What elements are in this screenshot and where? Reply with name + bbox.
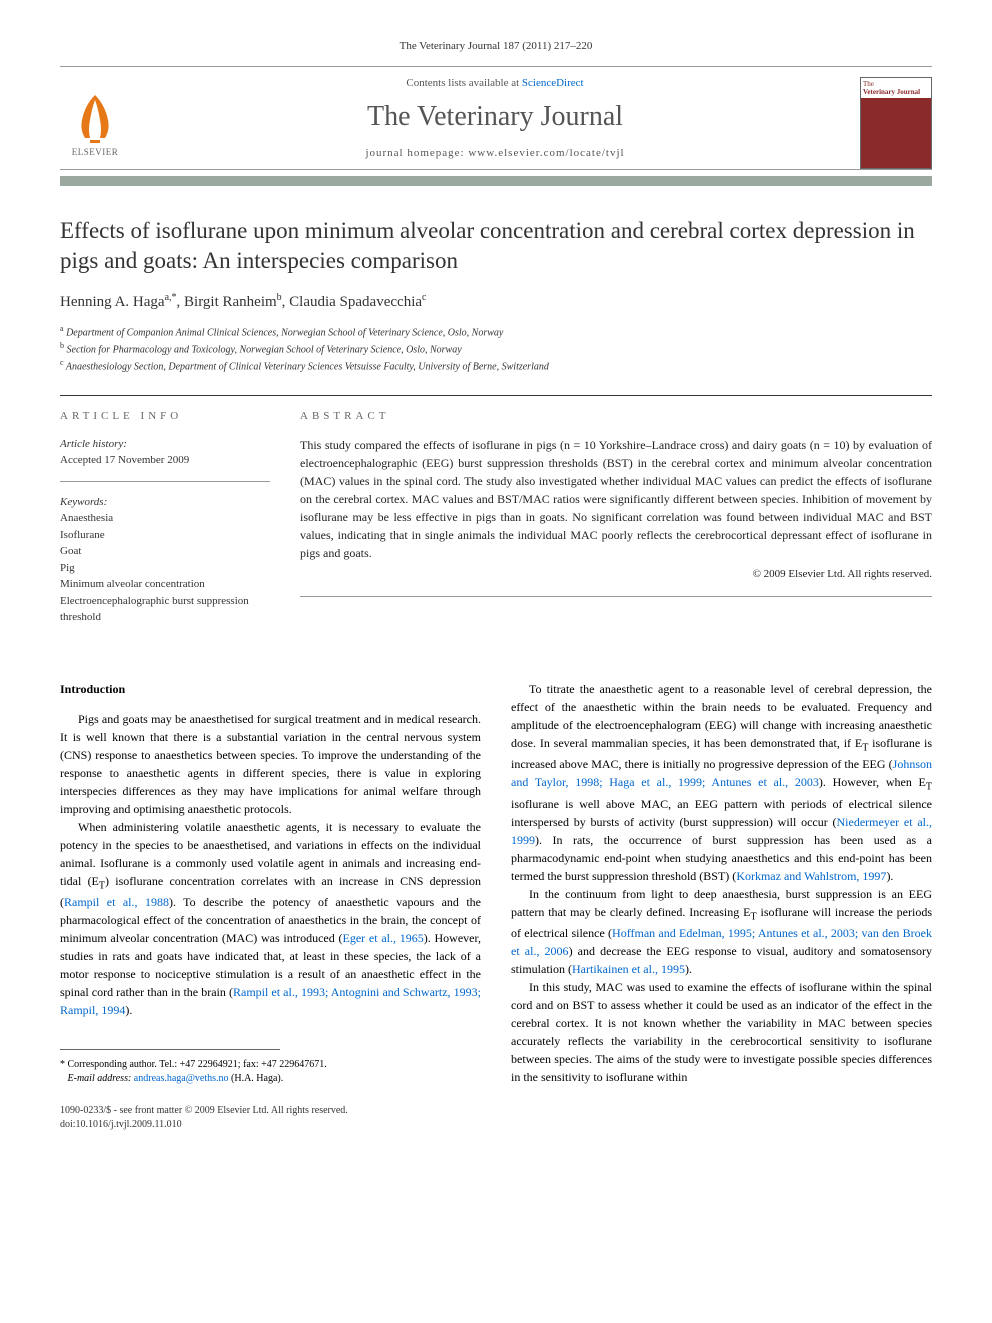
- abstract-column: ABSTRACT This study compared the effects…: [300, 395, 932, 650]
- introduction-heading: Introduction: [60, 680, 481, 698]
- contents-prefix: Contents lists available at: [406, 77, 521, 89]
- corresponding-author: * Corresponding author. Tel.: +47 229649…: [60, 1058, 481, 1086]
- corresponding-email[interactable]: andreas.haga@veths.no: [134, 1073, 229, 1084]
- body-paragraph: When administering volatile anaesthetic …: [60, 818, 481, 1019]
- corresponding-star: *: [60, 1059, 65, 1070]
- separator-bar: [60, 176, 932, 186]
- article-history-section: Article history: Accepted 17 November 20…: [60, 436, 270, 482]
- keywords-section: Keywords: AnaesthesiaIsofluraneGoatPigMi…: [60, 494, 270, 638]
- doi-block: 1090-0233/$ - see front matter © 2009 El…: [60, 1104, 481, 1132]
- affiliation: c Anaesthesiology Section, Department of…: [60, 357, 932, 374]
- right-column: To titrate the anaesthetic agent to a re…: [511, 680, 932, 1132]
- homepage-url[interactable]: www.elsevier.com/locate/tvjl: [468, 147, 624, 159]
- abstract-text: This study compared the effects of isofl…: [300, 436, 932, 598]
- abstract-copyright: © 2009 Elsevier Ltd. All rights reserved…: [300, 566, 932, 583]
- journal-name: The Veterinary Journal: [150, 101, 840, 133]
- keyword: Pig: [60, 560, 270, 577]
- affiliation: b Section for Pharmacology and Toxicolog…: [60, 340, 932, 357]
- journal-cover-thumbnail[interactable]: The Veterinary Journal: [860, 77, 932, 169]
- body-columns: Introduction Pigs and goats may be anaes…: [60, 680, 932, 1132]
- keywords-label: Keywords:: [60, 494, 270, 511]
- keyword: Goat: [60, 543, 270, 560]
- body-paragraph: In this study, MAC was used to examine t…: [511, 978, 932, 1086]
- email-suffix: (H.A. Haga).: [231, 1073, 283, 1084]
- elsevier-tree-icon: [70, 90, 120, 145]
- abstract-heading: ABSTRACT: [300, 410, 932, 422]
- keywords-list: AnaesthesiaIsofluraneGoatPigMinimum alve…: [60, 510, 270, 626]
- article-info-heading: ARTICLE INFO: [60, 410, 270, 422]
- elsevier-logo[interactable]: ELSEVIER: [60, 83, 130, 163]
- doi-line2: doi:10.1016/j.tvjl.2009.11.010: [60, 1118, 481, 1132]
- keyword: Minimum alveolar concentration: [60, 576, 270, 593]
- affiliation: a Department of Companion Animal Clinica…: [60, 323, 932, 340]
- body-paragraph: To titrate the anaesthetic agent to a re…: [511, 680, 932, 885]
- body-paragraph: Pigs and goats may be anaesthetised for …: [60, 710, 481, 818]
- cover-title: The Veterinary Journal: [861, 78, 931, 98]
- body-paragraph: In the continuum from light to deep anae…: [511, 885, 932, 978]
- article-info: ARTICLE INFO Article history: Accepted 1…: [60, 395, 300, 650]
- info-abstract-row: ARTICLE INFO Article history: Accepted 1…: [60, 395, 932, 650]
- keyword: Anaesthesia: [60, 510, 270, 527]
- footnote-separator: [60, 1049, 280, 1058]
- article-title: Effects of isoflurane upon minimum alveo…: [60, 216, 932, 276]
- sciencedirect-link[interactable]: ScienceDirect: [522, 77, 584, 89]
- keyword: Electroencephalographic burst suppressio…: [60, 593, 270, 626]
- homepage-prefix: journal homepage:: [365, 147, 468, 159]
- affiliations: a Department of Companion Animal Clinica…: [60, 323, 932, 375]
- cover-body: [861, 98, 931, 168]
- email-label: E-mail address:: [68, 1073, 132, 1084]
- left-column: Introduction Pigs and goats may be anaes…: [60, 680, 481, 1132]
- contents-line: Contents lists available at ScienceDirec…: [150, 77, 840, 89]
- header-center: Contents lists available at ScienceDirec…: [150, 77, 840, 169]
- keyword: Isoflurane: [60, 527, 270, 544]
- doi-line1: 1090-0233/$ - see front matter © 2009 El…: [60, 1104, 481, 1118]
- corresponding-text: Corresponding author. Tel.: +47 22964921…: [68, 1059, 327, 1070]
- homepage-line: journal homepage: www.elsevier.com/locat…: [150, 147, 840, 159]
- publisher-name: ELSEVIER: [72, 147, 119, 157]
- header-box: ELSEVIER Contents lists available at Sci…: [60, 66, 932, 170]
- journal-reference: The Veterinary Journal 187 (2011) 217–22…: [60, 40, 932, 52]
- history-label: Article history:: [60, 436, 270, 453]
- authors: Henning A. Hagaa,*, Birgit Ranheimb, Cla…: [60, 292, 932, 311]
- history-value: Accepted 17 November 2009: [60, 452, 270, 469]
